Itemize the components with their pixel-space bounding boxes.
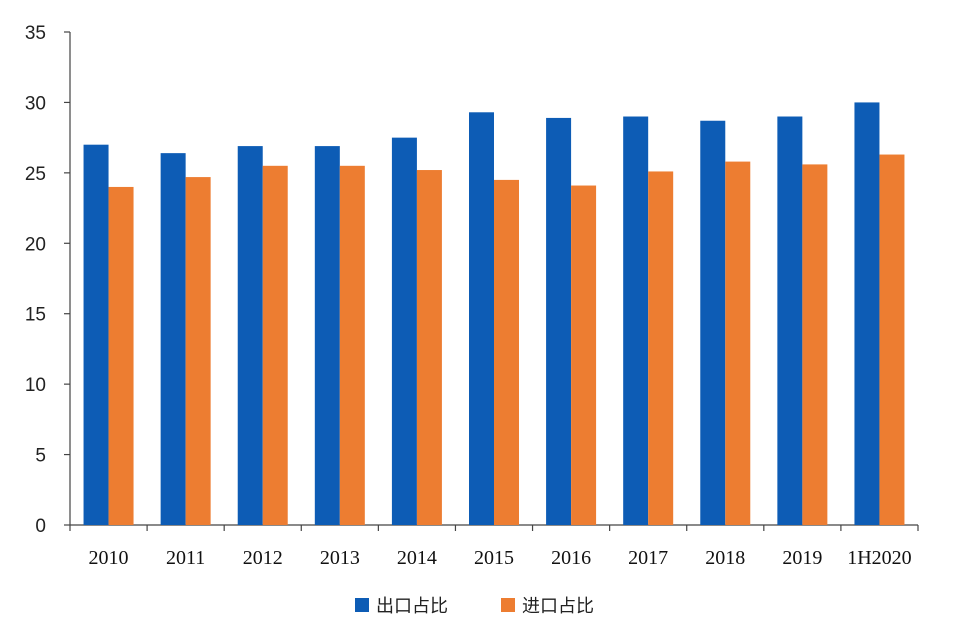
- x-tick-label: 2011: [166, 547, 205, 569]
- bar-export-2019: [777, 116, 803, 525]
- x-tick-label: 2019: [782, 547, 822, 569]
- bar-import-2015: [494, 179, 519, 525]
- legend-label-export: 出口占比: [376, 596, 448, 617]
- bar-export-2011: [160, 153, 186, 525]
- y-tick-label: 20: [25, 234, 46, 255]
- bar-export-2018: [700, 120, 726, 526]
- bar-import-2017: [648, 171, 674, 525]
- bar-export-1H2020: [854, 102, 880, 525]
- y-tick-label: 15: [25, 305, 46, 326]
- y-axis: 0 5 10 15 20 25 30 35: [25, 23, 71, 537]
- x-tick-label: 2012: [243, 547, 283, 569]
- legend-swatch-import: [501, 598, 515, 612]
- x-tick-label: 2018: [705, 547, 745, 569]
- bar-import-2013: [339, 165, 365, 526]
- x-tick-label: 2015: [474, 547, 514, 569]
- bar-export-2014: [391, 137, 417, 525]
- bar-import-2019: [802, 164, 828, 526]
- legend-label-import: 进口占比: [522, 596, 594, 617]
- legend: 出口占比 进口占比: [355, 596, 594, 617]
- x-tick-label: 2010: [89, 547, 129, 569]
- y-tick-label: 35: [25, 23, 46, 44]
- bar-export-2013: [314, 146, 340, 525]
- x-tick-label: 1H2020: [847, 547, 911, 569]
- bar-import-2011: [185, 177, 211, 525]
- bar-export-2012: [237, 146, 263, 525]
- bar-export-2010: [83, 144, 109, 525]
- bars: [83, 102, 905, 526]
- y-tick-label: 10: [25, 375, 46, 396]
- bar-export-2017: [623, 116, 649, 525]
- bar-import-1H2020: [879, 154, 905, 525]
- x-tick-label: 2016: [551, 547, 591, 569]
- x-tick-label: 2013: [320, 547, 360, 569]
- x-axis: 2010 2011 2012 2013 2014 2015 2016 2017 2018 2019…: [69, 524, 919, 569]
- bar-export-2016: [546, 117, 572, 526]
- bar-export-2015: [469, 112, 494, 525]
- x-tick-label: 2017: [628, 547, 668, 569]
- bar-import-2012: [262, 165, 288, 526]
- legend-swatch-export: [355, 598, 369, 612]
- bar-import-2018: [725, 161, 751, 526]
- y-tick-label: 30: [25, 93, 46, 114]
- bar-import-2016: [571, 185, 597, 525]
- y-tick-label: 5: [35, 446, 46, 467]
- y-tick-label: 25: [25, 164, 46, 185]
- bar-import-2010: [108, 186, 134, 525]
- y-tick-label: 0: [35, 516, 46, 537]
- x-tick-label: 2014: [397, 547, 437, 569]
- bar-import-2014: [416, 170, 442, 526]
